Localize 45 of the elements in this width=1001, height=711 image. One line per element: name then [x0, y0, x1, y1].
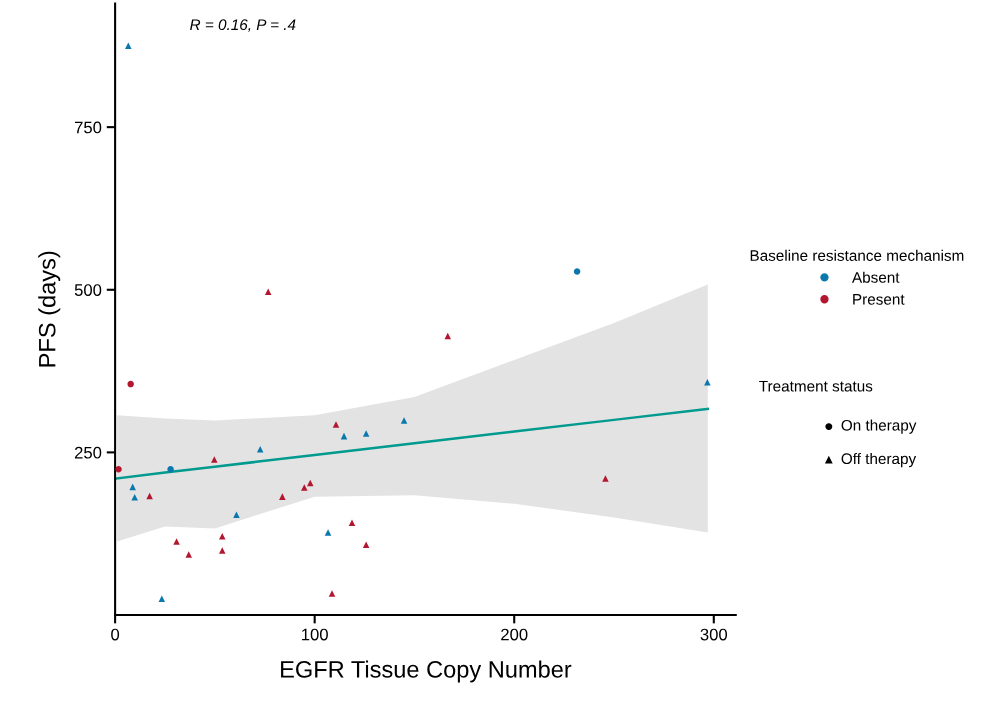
point [328, 590, 336, 597]
point [129, 483, 136, 491]
line-series [115, 407, 710, 480]
point [602, 475, 609, 482]
legend-label: Absent [851, 271, 900, 283]
point [264, 288, 272, 295]
text: Off therapy [841, 452, 917, 468]
point [146, 492, 153, 500]
x-tick-label: 0 [111, 628, 120, 641]
point [332, 421, 340, 428]
point [185, 551, 193, 558]
point [173, 538, 180, 545]
x-tick-label: 100 [302, 628, 328, 641]
text: On therapy [841, 419, 917, 434]
y-axis-title: PFS (days) [38, 251, 61, 367]
point [400, 417, 408, 424]
legend-label: Present [853, 294, 905, 305]
point [362, 430, 370, 437]
point [444, 332, 452, 340]
point [211, 456, 218, 463]
y-tick-label: 500 [74, 284, 102, 296]
point [279, 493, 286, 500]
point [131, 494, 138, 501]
y-tick-label: 750 [74, 121, 102, 134]
legend-title: Baseline resistance mechanism [750, 249, 964, 261]
x-tick-label: 300 [700, 628, 728, 641]
point [158, 595, 166, 603]
point [115, 466, 122, 473]
point [167, 466, 174, 473]
x-tick-label: 200 [501, 628, 528, 641]
point [127, 380, 134, 388]
point [219, 533, 226, 540]
point [573, 268, 581, 275]
point [307, 479, 314, 487]
point [348, 519, 356, 526]
y-tick-label: 250 [74, 446, 102, 459]
point [301, 484, 308, 491]
point [125, 42, 132, 50]
point [233, 511, 240, 519]
x-axis-title: EGFR Tissue Copy Number [281, 660, 572, 683]
point [324, 529, 332, 536]
annotation: R = 0.16, P = .4 [190, 19, 296, 32]
text: Treatment status [759, 380, 873, 392]
point [362, 541, 370, 549]
point [219, 547, 226, 554]
